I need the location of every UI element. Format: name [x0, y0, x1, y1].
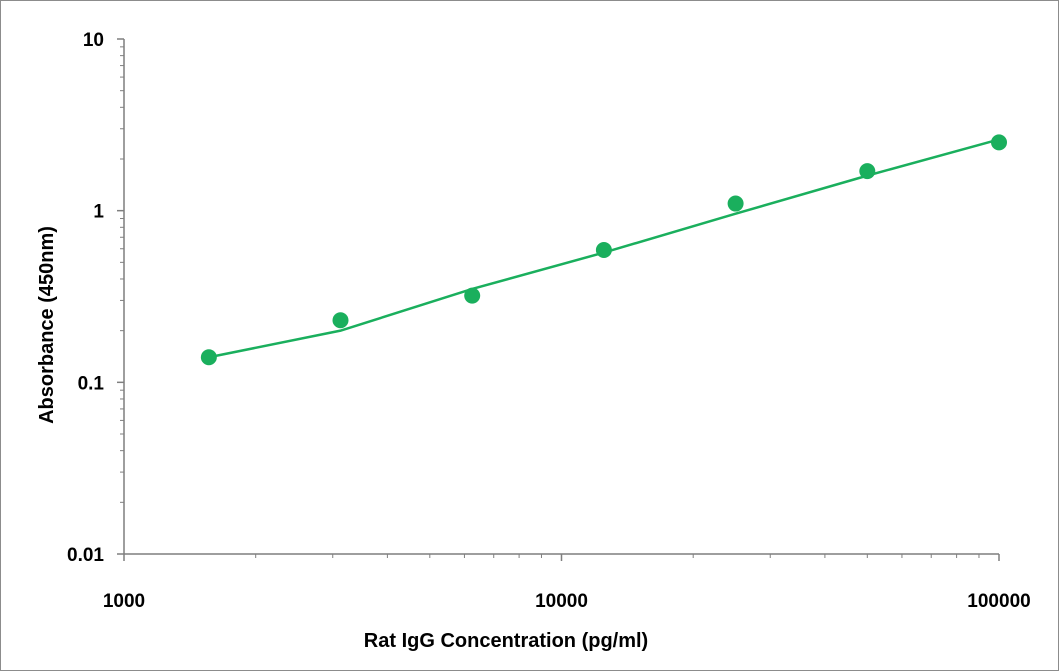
ticks [117, 38, 1000, 561]
y-tick-label: 0.01 [67, 545, 104, 566]
data-point [991, 134, 1007, 151]
tick-labels: 1000 10000 100000 10 1 0.1 0.01 [67, 30, 1031, 612]
y-tick-label: 0.1 [78, 373, 105, 394]
data-point [200, 349, 217, 366]
x-axis-title: Rat IgG Concentration (pg/ml) [364, 630, 648, 652]
x-tick-label: 10000 [535, 591, 588, 612]
data-point [595, 242, 612, 259]
data-points [200, 134, 1007, 366]
data-point [859, 163, 876, 180]
x-tick-label: 1000 [103, 591, 145, 612]
data-point [464, 287, 481, 304]
y-tick-label: 10 [83, 30, 104, 51]
data-point [727, 195, 744, 212]
y-axis-title: Absorbance (450nm) [36, 226, 58, 424]
y-tick-label: 1 [93, 202, 104, 223]
axes [123, 39, 999, 555]
x-tick-label: 100000 [967, 591, 1030, 612]
data-point [332, 312, 349, 329]
